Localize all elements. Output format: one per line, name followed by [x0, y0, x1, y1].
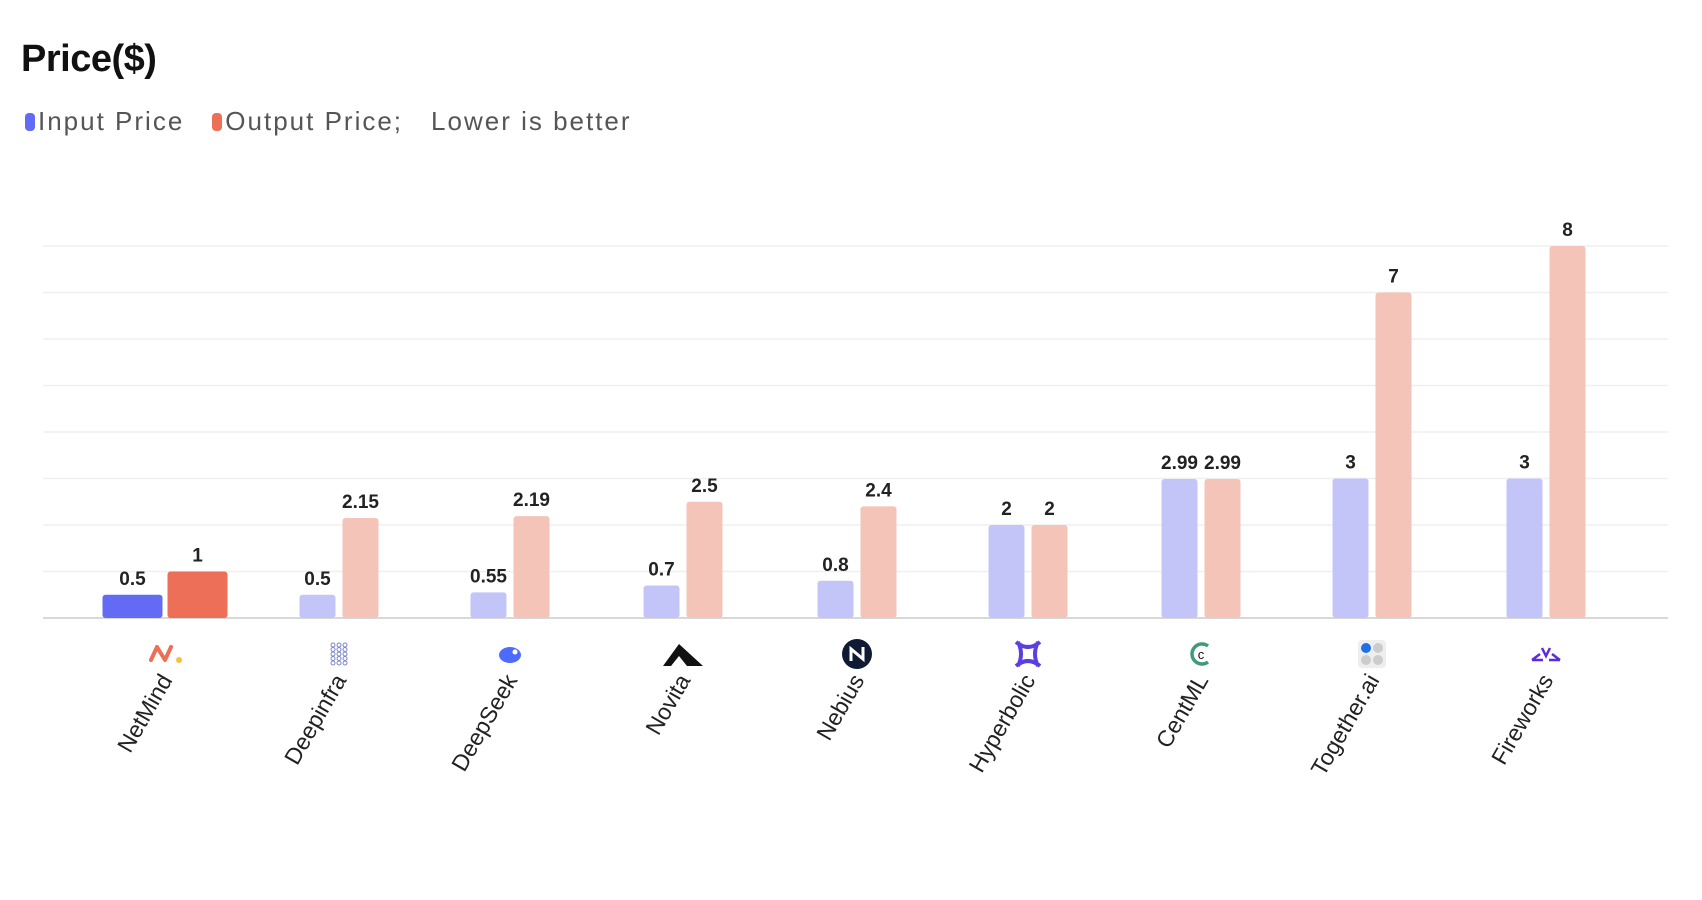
x-tick-label: Nebius: [811, 670, 869, 745]
deepseek-icon: [499, 647, 521, 663]
bar-input: [1161, 478, 1198, 618]
data-label: 0.7: [648, 559, 674, 580]
x-tick-label: CentML: [1151, 669, 1214, 752]
bar-input: [817, 580, 854, 618]
legend-item-output[interactable]: Output Price;: [212, 106, 403, 137]
bar-output: [686, 501, 723, 618]
data-label: 2.5: [691, 476, 718, 497]
data-label: 2: [1044, 499, 1055, 520]
data-label: 0.5: [304, 569, 331, 590]
chart-title: Price($): [21, 38, 157, 80]
svg-text:c: c: [1198, 647, 1205, 662]
legend-swatch-output: [212, 112, 223, 131]
bar-input: [643, 585, 680, 618]
nebius-icon: [842, 639, 872, 669]
data-label: 0.55: [470, 566, 507, 587]
novita-icon: [663, 644, 703, 666]
legend-note: Lower is better: [431, 106, 632, 136]
x-tick-label: NetMind: [112, 670, 177, 757]
netmind-icon: [149, 645, 182, 663]
bar-output: [1031, 525, 1068, 618]
x-tick-label: Fireworks: [1486, 670, 1558, 769]
legend-item-input[interactable]: Input Price: [25, 106, 184, 137]
bar-input: [1332, 478, 1369, 618]
x-tick-label: Novita: [640, 669, 695, 739]
data-label: 3: [1345, 453, 1356, 474]
bar-output: [860, 506, 897, 618]
bar-output: [513, 516, 550, 618]
x-tick-label: Hyperbolic: [963, 670, 1040, 777]
data-label: 2.15: [342, 492, 379, 513]
data-label: 2.99: [1204, 453, 1241, 474]
bar-output: [1549, 246, 1586, 618]
data-label: 2.19: [513, 490, 550, 511]
x-tick-label: Together.ai: [1306, 670, 1385, 780]
data-label: 2.99: [1161, 453, 1198, 474]
data-label: 1: [192, 546, 203, 567]
data-label: 7: [1388, 267, 1399, 288]
legend: Input Price Output Price; Lower is bette…: [25, 106, 632, 137]
bar-output: [1204, 478, 1241, 618]
x-tick-label: DeepSeek: [446, 669, 522, 775]
hyperbolic-icon: [1014, 640, 1042, 668]
bar-input: [988, 525, 1025, 618]
deepinfra-icon: [330, 642, 348, 666]
legend-swatch-input: [25, 112, 35, 131]
bar-input: [470, 592, 507, 618]
data-label: 8: [1562, 220, 1573, 241]
bar-input: [1506, 478, 1543, 618]
x-tick-label: Deepinfra: [279, 669, 351, 769]
legend-label-output: Output Price;: [225, 106, 404, 136]
bar-output: [1375, 292, 1412, 618]
bar-output: [167, 571, 228, 618]
legend-label-input: Input Price: [38, 106, 185, 136]
bar-input: [299, 594, 336, 618]
data-label: 0.5: [119, 569, 146, 590]
data-label: 0.8: [822, 555, 848, 576]
data-label: 2.4: [865, 480, 892, 501]
bar-output: [342, 518, 379, 618]
bar-input: [102, 594, 163, 618]
togetherai-icon: [1358, 640, 1386, 668]
data-label: 2: [1001, 499, 1012, 520]
data-label: 3: [1519, 453, 1530, 474]
fireworks-icon: [1531, 647, 1561, 662]
centml-icon: c: [1190, 642, 1210, 666]
